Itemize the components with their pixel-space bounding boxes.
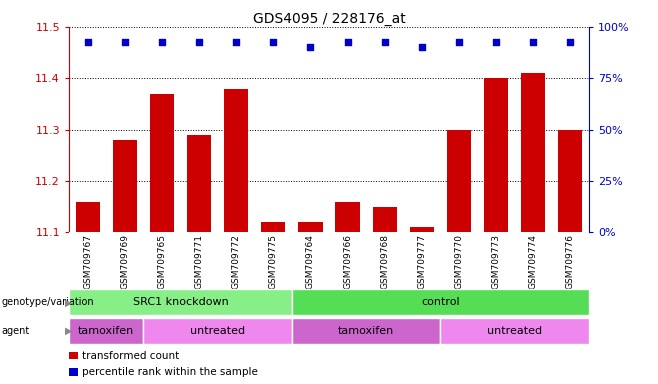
Bar — [76, 202, 100, 232]
Point — [305, 44, 316, 50]
Text: GSM709773: GSM709773 — [492, 234, 501, 289]
Text: GSM709772: GSM709772 — [232, 234, 241, 289]
Text: GSM709765: GSM709765 — [157, 234, 166, 289]
Text: GSM709771: GSM709771 — [195, 234, 203, 289]
Point — [491, 39, 501, 45]
Text: tamoxifen: tamoxifen — [338, 326, 394, 336]
Text: tamoxifen: tamoxifen — [78, 326, 134, 336]
Point — [231, 39, 241, 45]
Bar — [410, 227, 434, 232]
Text: ▶: ▶ — [64, 297, 72, 308]
Text: GSM709767: GSM709767 — [83, 234, 92, 289]
Bar — [558, 129, 582, 232]
Bar — [69, 368, 78, 376]
Bar — [143, 318, 292, 344]
Point — [528, 39, 538, 45]
Bar — [484, 78, 508, 232]
Text: untreated: untreated — [190, 326, 245, 336]
Point — [120, 39, 130, 45]
Point — [453, 39, 464, 45]
Text: GSM709770: GSM709770 — [455, 234, 463, 289]
Point — [417, 44, 427, 50]
Text: GSM709769: GSM709769 — [120, 234, 129, 289]
Text: GSM709775: GSM709775 — [269, 234, 278, 289]
Bar — [187, 135, 211, 232]
Title: GDS4095 / 228176_at: GDS4095 / 228176_at — [253, 12, 405, 26]
Point — [157, 39, 167, 45]
Bar — [69, 290, 292, 315]
Text: percentile rank within the sample: percentile rank within the sample — [82, 367, 258, 377]
Bar — [224, 88, 248, 232]
Text: transformed count: transformed count — [82, 351, 180, 361]
Text: agent: agent — [1, 326, 30, 336]
Point — [193, 39, 204, 45]
Point — [342, 39, 353, 45]
Text: GSM709776: GSM709776 — [566, 234, 575, 289]
Point — [380, 39, 390, 45]
Text: GSM709766: GSM709766 — [343, 234, 352, 289]
Bar — [372, 207, 397, 232]
Point — [268, 39, 278, 45]
Bar — [69, 352, 78, 359]
Bar — [261, 222, 286, 232]
Bar — [292, 318, 440, 344]
Text: genotype/variation: genotype/variation — [1, 297, 94, 308]
Text: untreated: untreated — [487, 326, 542, 336]
Text: control: control — [421, 297, 460, 307]
Bar — [440, 318, 589, 344]
Bar — [336, 202, 360, 232]
Text: GSM709777: GSM709777 — [417, 234, 426, 289]
Bar — [521, 73, 545, 232]
Bar — [447, 129, 471, 232]
Bar — [69, 318, 143, 344]
Point — [565, 39, 576, 45]
Bar — [150, 94, 174, 232]
Text: ▶: ▶ — [64, 326, 72, 336]
Text: SRC1 knockdown: SRC1 knockdown — [133, 297, 228, 307]
Text: GSM709764: GSM709764 — [306, 234, 315, 289]
Bar — [298, 222, 322, 232]
Bar — [292, 290, 589, 315]
Text: GSM709774: GSM709774 — [529, 234, 538, 289]
Bar — [113, 140, 137, 232]
Text: GSM709768: GSM709768 — [380, 234, 389, 289]
Point — [82, 39, 93, 45]
